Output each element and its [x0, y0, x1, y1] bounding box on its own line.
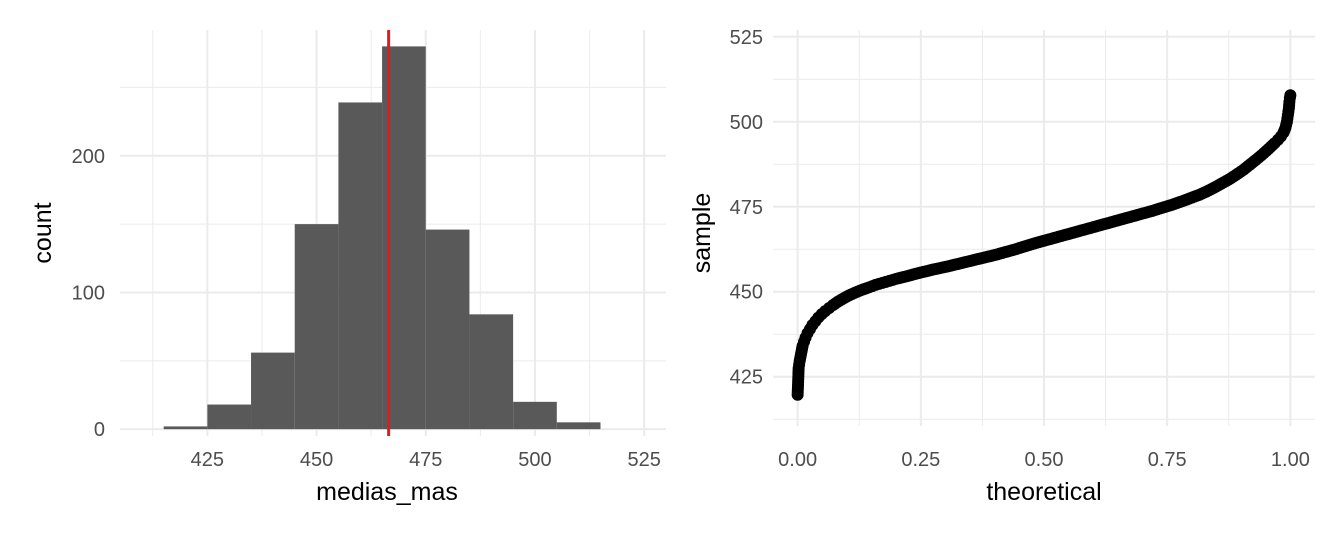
histogram-bar [294, 224, 339, 430]
histogram-bar [338, 102, 383, 430]
histogram-bar [556, 422, 601, 430]
y-tick-label: 0 [94, 419, 105, 441]
qq-plot-panel: 0.00 0.25 0.50 0.75 1.00 425 450 475 500 525 the… [688, 27, 1315, 506]
histogram-bar [251, 352, 295, 430]
histogram-y-axis-title: count [29, 202, 57, 263]
y-tick-label: 525 [730, 27, 763, 49]
histogram-y-tick-labels: 0 100 200 [72, 146, 105, 441]
y-tick-label: 425 [730, 367, 763, 389]
x-tick-label: 450 [300, 449, 333, 471]
qq-plot-grid [773, 30, 1315, 426]
histogram-bar [207, 404, 252, 430]
y-tick-label: 450 [730, 282, 763, 304]
y-tick-label: 100 [72, 282, 105, 304]
histogram-bar [469, 314, 514, 430]
histogram-bar [163, 426, 208, 430]
histogram-bar [425, 229, 470, 430]
qq-plot-points [791, 89, 1297, 401]
y-tick-label: 475 [730, 197, 763, 219]
x-tick-label: 1.00 [1271, 449, 1310, 471]
x-tick-label: 425 [191, 449, 224, 471]
y-tick-label: 200 [72, 146, 105, 168]
qq-point [1284, 89, 1297, 102]
y-tick-label: 500 [730, 112, 763, 134]
x-tick-label: 525 [627, 449, 660, 471]
x-tick-label: 0.75 [1148, 449, 1187, 471]
histogram-panel: 425 450 475 500 525 0 100 200 medias_mas count [29, 30, 666, 506]
qq-plot-x-tick-labels: 0.00 0.25 0.50 0.75 1.00 [778, 449, 1310, 471]
qq-plot-y-tick-labels: 425 450 475 500 525 [730, 27, 763, 389]
qq-plot-y-axis-title: sample [688, 193, 716, 274]
qq-plot-x-axis-title: theoretical [986, 478, 1101, 506]
x-tick-label: 475 [409, 449, 442, 471]
x-tick-label: 500 [518, 449, 551, 471]
x-tick-label: 0.50 [1025, 449, 1064, 471]
histogram-x-tick-labels: 425 450 475 500 525 [191, 449, 661, 471]
x-tick-label: 0.25 [901, 449, 940, 471]
histogram-bar [513, 401, 557, 430]
x-tick-label: 0.00 [778, 449, 817, 471]
histogram-x-axis-title: medias_mas [316, 478, 458, 506]
